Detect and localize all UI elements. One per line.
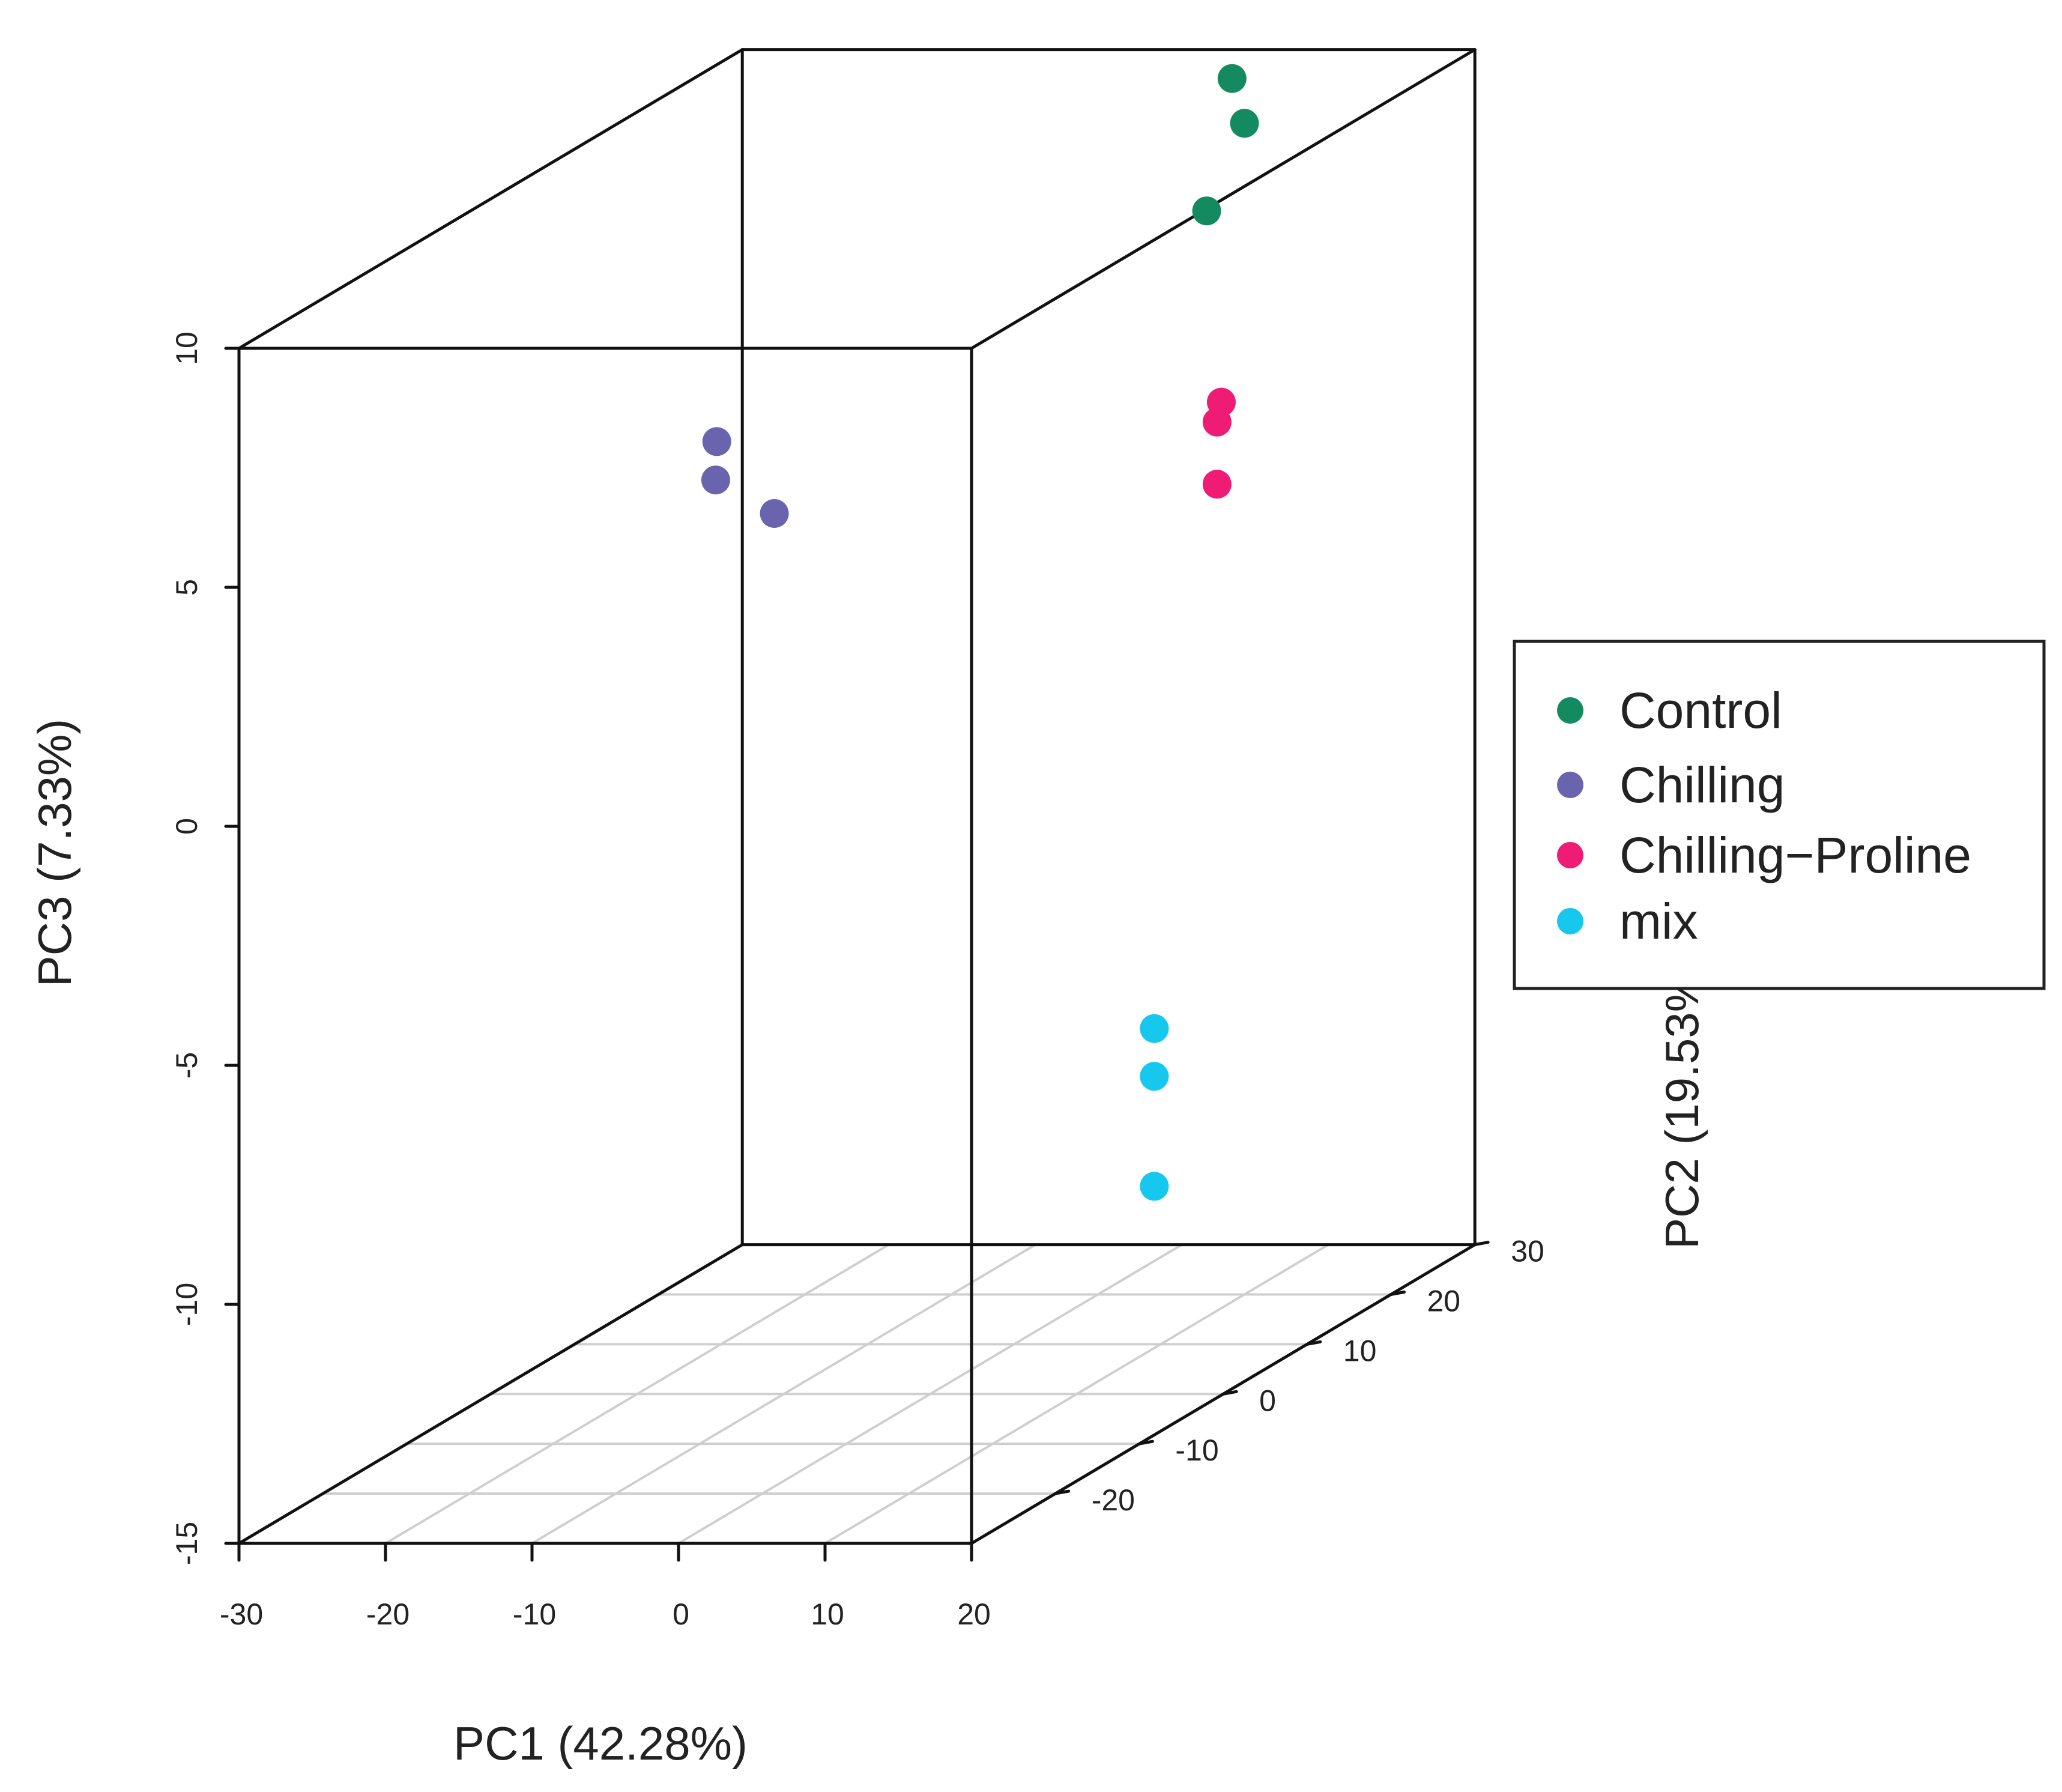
y-axis-tick — [1473, 1241, 1490, 1247]
legend-marker-control — [1557, 697, 1583, 724]
data-points — [701, 64, 1259, 1201]
x-tick-label: 0 — [673, 1597, 689, 1631]
point-chilling — [701, 465, 730, 495]
y-tick-label: 0 — [1259, 1384, 1276, 1417]
point-mix — [1140, 1172, 1169, 1201]
legend-label-chilling-proline: Chilling−Proline — [1619, 827, 1971, 883]
z-tick-label: 10 — [170, 331, 204, 365]
z-tick-label: 5 — [170, 579, 204, 596]
point-mix — [1140, 1014, 1169, 1043]
box-edge — [237, 48, 744, 350]
legend-marker-mix — [1557, 908, 1583, 934]
z-tick-label: -5 — [170, 1052, 204, 1079]
x-tick-label: -20 — [366, 1597, 410, 1631]
legend-box — [1513, 640, 2046, 990]
z-tick-label: -15 — [170, 1522, 204, 1565]
y-axis-tick — [1054, 1489, 1071, 1495]
legend-label-mix: mix — [1619, 893, 1698, 949]
box-frame — [237, 48, 1477, 1545]
y-tick-label: 20 — [1427, 1285, 1461, 1318]
y-axis-tick — [1305, 1340, 1322, 1346]
x-axis-title: PC1 (42.28%) — [453, 1717, 748, 1770]
x-tick-label: 10 — [811, 1597, 844, 1631]
legend: Control Chilling Chilling−Proline mix — [1513, 640, 2046, 990]
x-tick-label: -30 — [220, 1597, 263, 1631]
y-tick-label: -10 — [1175, 1433, 1218, 1467]
y-tick-label: 30 — [1511, 1235, 1544, 1268]
y-axis-title: PC2 (19.53%) — [1655, 955, 1708, 1249]
y-tick-label: -20 — [1092, 1483, 1135, 1517]
z-axis-title: PC3 (7.33%) — [28, 719, 81, 987]
legend-label-chilling: Chilling — [1619, 757, 1785, 813]
legend-marker-chilling-proline — [1557, 842, 1583, 868]
point-chilling — [702, 427, 731, 456]
point-chilling — [760, 499, 789, 528]
floor-grid — [321, 1243, 1392, 1545]
point-chilling-proline — [1202, 470, 1232, 499]
point-control — [1192, 196, 1221, 226]
legend-marker-chilling — [1557, 772, 1583, 798]
point-control — [1230, 109, 1259, 138]
z-tick-label: -10 — [170, 1283, 204, 1326]
point-control — [1217, 64, 1247, 93]
axis-ticks: -30 -20 -10 0 10 20 -15 -10 -5 0 5 10 -20 -10 0 10 20 30 — [170, 331, 1544, 1631]
x-tick-label: -10 — [513, 1597, 556, 1631]
y-axis-tick — [1221, 1390, 1238, 1396]
y-axis-tick — [1137, 1439, 1154, 1445]
z-tick-label: 0 — [170, 818, 204, 835]
y-axis-tick — [1389, 1291, 1406, 1296]
box-edge — [970, 48, 1477, 350]
point-chilling-proline — [1202, 407, 1232, 437]
x-tick-label: 20 — [957, 1597, 991, 1631]
legend-label-control: Control — [1619, 682, 1782, 739]
y-tick-label: 10 — [1343, 1334, 1377, 1367]
box-edge — [237, 1243, 744, 1545]
point-mix — [1140, 1062, 1169, 1091]
